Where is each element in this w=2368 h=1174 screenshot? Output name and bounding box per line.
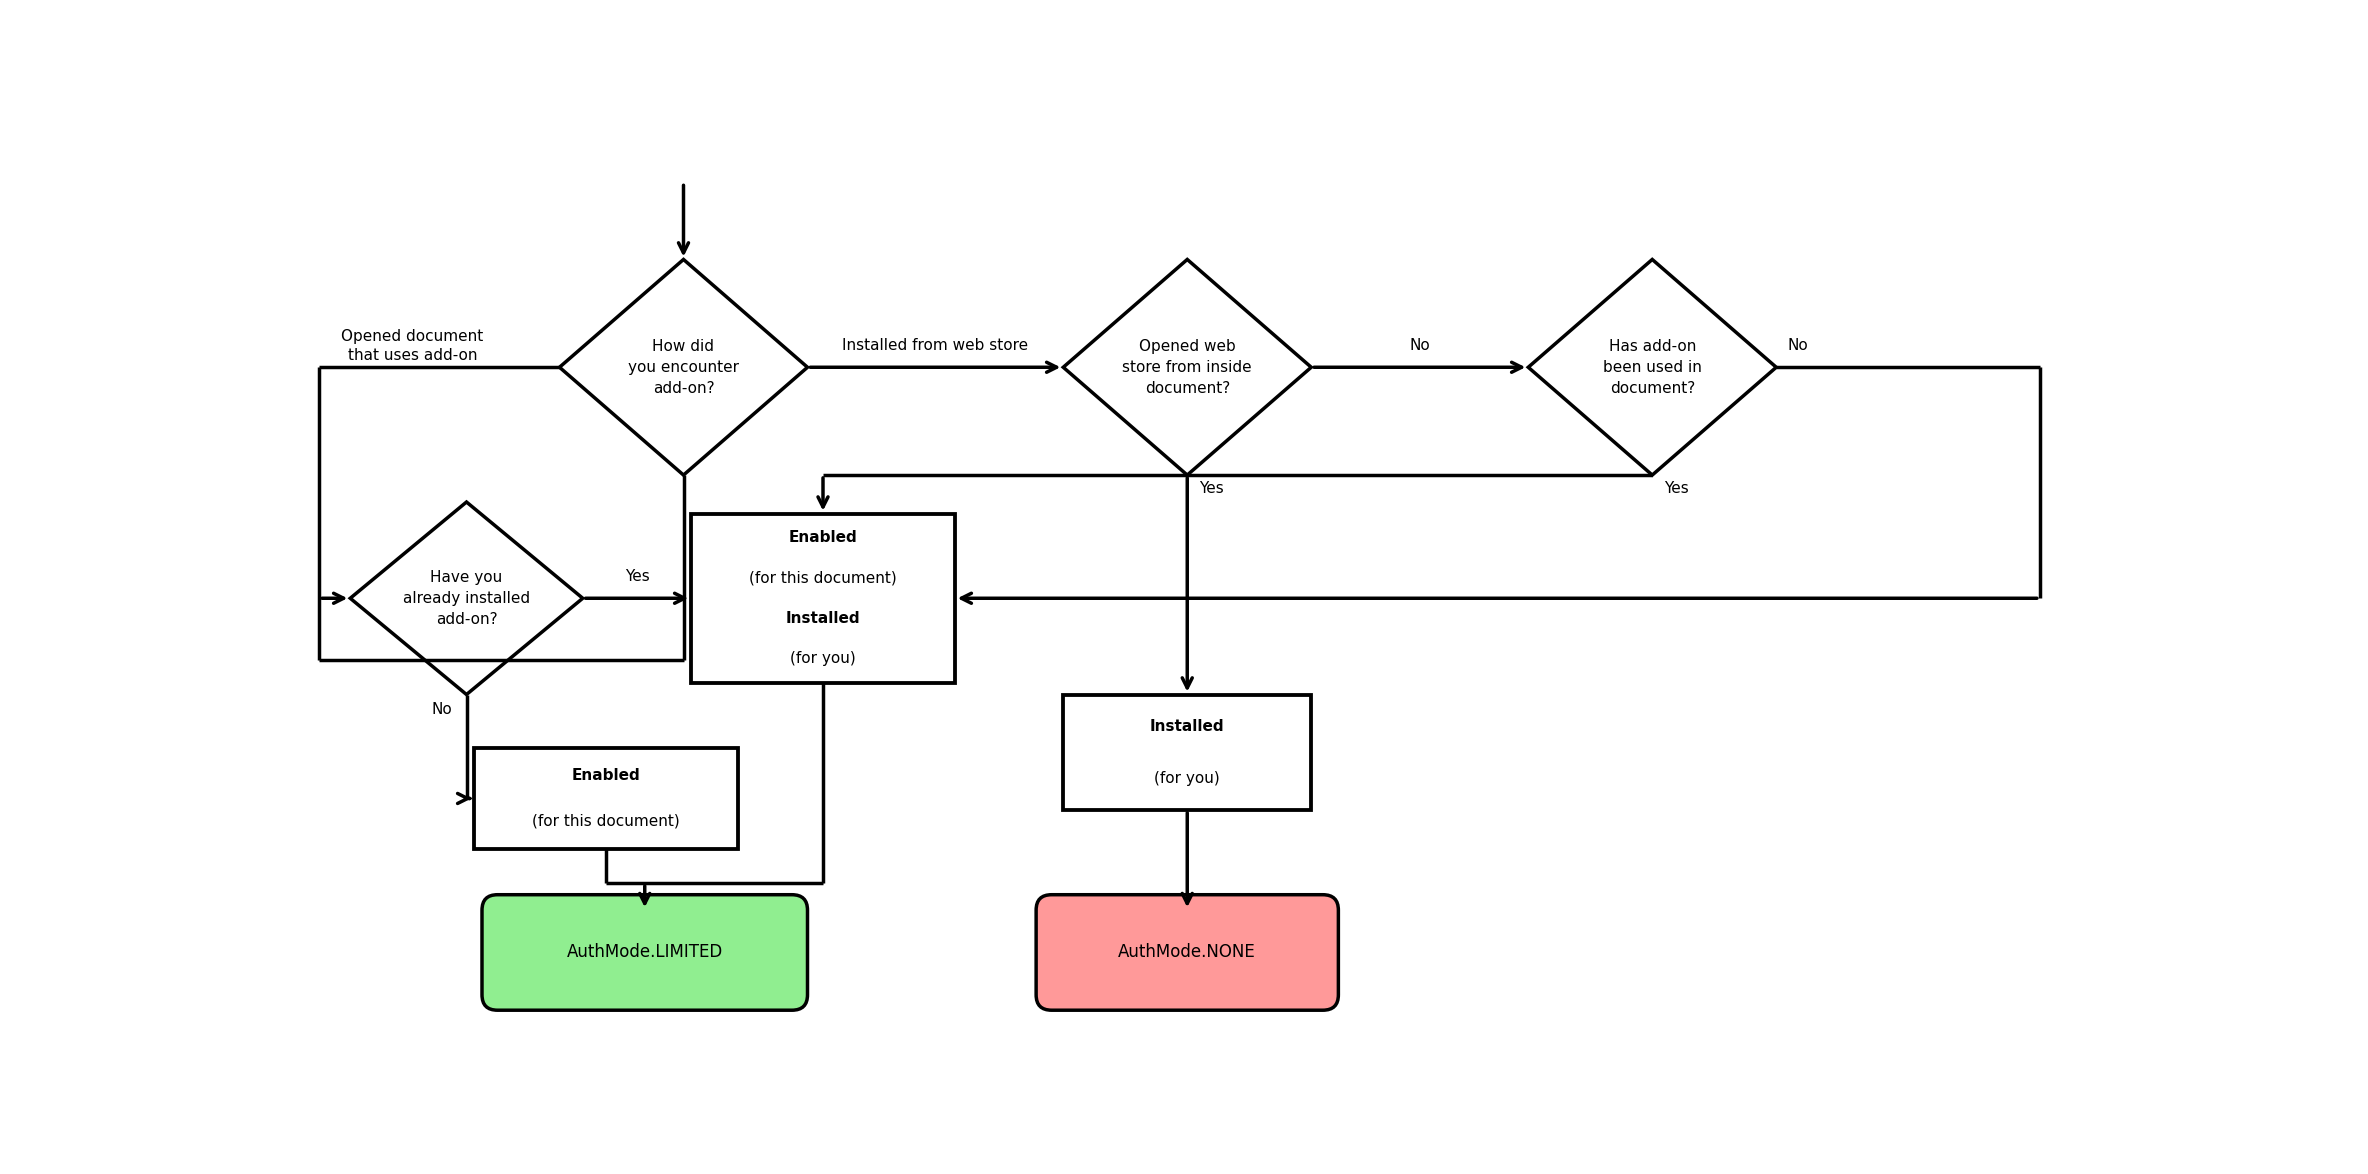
Text: No: No bbox=[1788, 338, 1809, 353]
Text: Enabled: Enabled bbox=[571, 768, 639, 783]
Text: (for this document): (for this document) bbox=[748, 571, 897, 586]
Text: (for you): (for you) bbox=[1153, 771, 1220, 787]
Text: Have you
already installed
add-on?: Have you already installed add-on? bbox=[403, 569, 530, 627]
Text: AuthMode.NONE: AuthMode.NONE bbox=[1118, 944, 1255, 962]
Text: No: No bbox=[431, 702, 452, 717]
Bar bbox=[474, 748, 739, 849]
Text: AuthMode.LIMITED: AuthMode.LIMITED bbox=[566, 944, 722, 962]
Text: Yes: Yes bbox=[625, 569, 649, 585]
Text: Yes: Yes bbox=[1198, 481, 1224, 497]
Text: Installed from web store: Installed from web store bbox=[843, 338, 1028, 353]
Text: How did
you encounter
add-on?: How did you encounter add-on? bbox=[628, 339, 739, 396]
Text: (for you): (for you) bbox=[791, 652, 855, 667]
Text: Yes: Yes bbox=[1665, 481, 1688, 497]
FancyBboxPatch shape bbox=[483, 895, 807, 1010]
Text: Enabled: Enabled bbox=[789, 531, 857, 545]
Text: Installed: Installed bbox=[786, 610, 860, 626]
Text: (for this document): (for this document) bbox=[533, 814, 680, 829]
Bar bbox=[691, 513, 954, 683]
Text: Opened web
store from inside
document?: Opened web store from inside document? bbox=[1122, 339, 1253, 396]
Text: Opened document
that uses add-on: Opened document that uses add-on bbox=[341, 329, 483, 364]
Bar bbox=[1063, 695, 1312, 810]
Text: Installed: Installed bbox=[1151, 718, 1224, 734]
FancyBboxPatch shape bbox=[1037, 895, 1338, 1010]
Text: Has add-on
been used in
document?: Has add-on been used in document? bbox=[1603, 339, 1703, 396]
Text: No: No bbox=[1409, 338, 1430, 353]
